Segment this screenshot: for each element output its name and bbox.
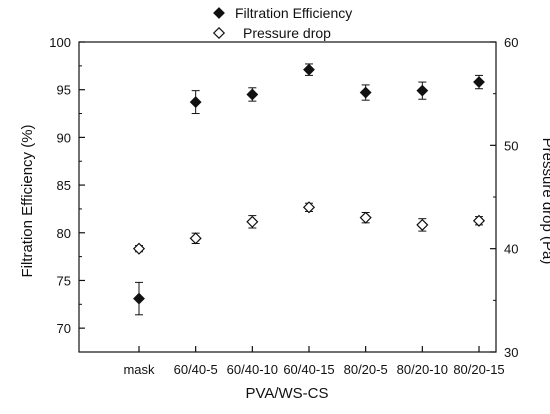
y-right-tick-label-40: 40 (504, 242, 518, 257)
pressure-drop-point-1 (189, 232, 202, 245)
filtration-efficiency-point-3 (303, 63, 315, 76)
plot-frame (78, 41, 497, 353)
y-left-tick-label-75: 75 (57, 273, 71, 288)
x-tick-label-2: 60/40-10 (227, 362, 278, 377)
filtration-efficiency-point-6 (473, 76, 485, 88)
legend-marker-0 (213, 7, 225, 19)
y-left-tick-label-80: 80 (57, 226, 71, 241)
pressure-drop-point-5 (416, 218, 429, 231)
y-right-tick-label-30: 30 (504, 345, 518, 360)
x-axis-label: PVA/WS-CS (245, 385, 328, 402)
legend-label-1: Pressure drop (243, 25, 331, 41)
filtration-efficiency-point-5 (416, 84, 429, 97)
y-left-tick-label-85: 85 (57, 178, 71, 193)
y-left-tick-label-100: 100 (49, 35, 71, 50)
legend: Filtration Efficiency Pressure drop (212, 5, 352, 41)
x-tick-label-5: 80/20-10 (397, 362, 448, 377)
x-tick-label-1: 60/40-5 (174, 362, 218, 377)
y-right-axis-label: Pressure drop (Pa) (539, 138, 550, 265)
x-tick-label-0: mask (123, 362, 155, 377)
y-left-tick-label-95: 95 (57, 83, 71, 98)
y-left-tick-label-90: 90 (57, 130, 71, 145)
x-axis: mask 60/40-5 60/40-10 60/40-15 80/20-5 80/20-… (123, 346, 505, 377)
filtration-efficiency-point-4 (359, 86, 372, 99)
x-tick-label-4: 80/20-5 (344, 362, 388, 377)
legend-label-0: Filtration Efficiency (235, 5, 352, 21)
plot-border (78, 41, 497, 353)
pressure-drop-point-4 (359, 211, 372, 224)
x-tick-label-3: 60/40-15 (283, 362, 334, 377)
pressure-drop-point-0 (132, 242, 146, 255)
filtration-efficiency-point-0 (133, 292, 145, 305)
filtration-efficiency-point-2 (246, 88, 259, 101)
y-right-axis: 30 40 50 60 (490, 35, 518, 360)
filtration-efficiency-point-1 (189, 96, 202, 108)
pressure-drop-point-3 (302, 201, 316, 214)
x-tick-label-6: 80/20-15 (453, 362, 504, 377)
y-right-tick-label-50: 50 (504, 138, 518, 153)
y-left-axis: 70 75 80 85 90 95 100 (49, 35, 85, 336)
series-layer (132, 63, 486, 316)
pressure-drop-point-6 (472, 214, 486, 227)
legend-marker-1 (212, 26, 226, 40)
y-left-tick-label-70: 70 (57, 321, 71, 336)
y-left-axis-label: Filtration Efficiency (%) (19, 124, 36, 277)
y-right-tick-label-60: 60 (504, 35, 518, 50)
pressure-drop-point-2 (246, 215, 259, 228)
